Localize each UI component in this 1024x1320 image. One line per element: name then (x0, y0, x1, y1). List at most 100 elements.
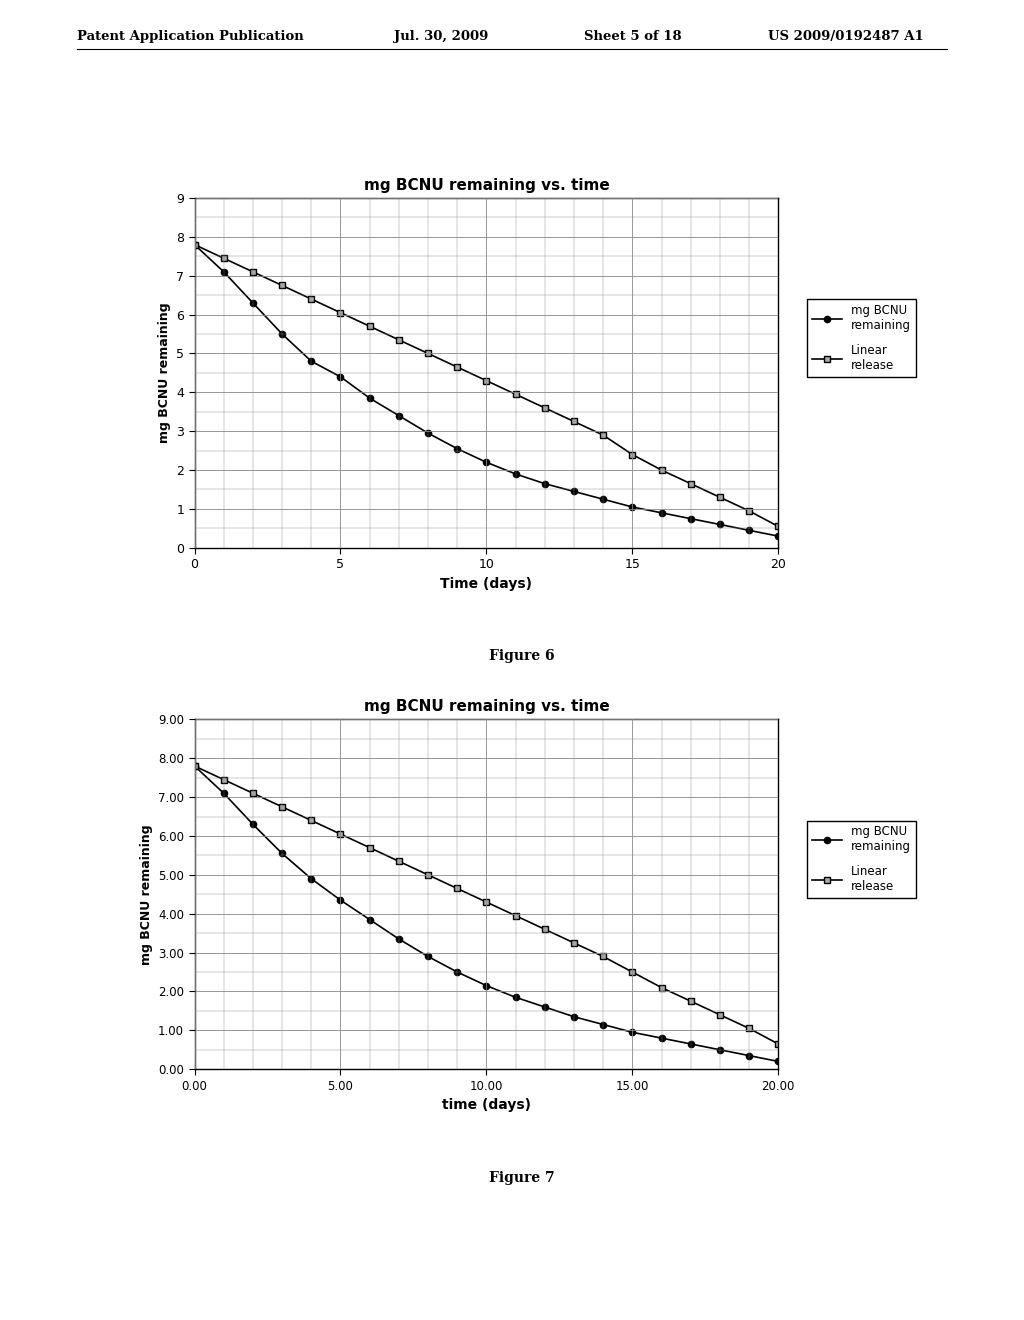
Linear
release (452, 359, 464, 375)
mg BCNU
remaining (364, 912, 376, 928)
mg BCNU
remaining (393, 931, 406, 946)
Text: US 2009/0192487 A1: US 2009/0192487 A1 (768, 30, 924, 44)
mg BCNU
remaining (364, 391, 376, 407)
Text: Figure 6: Figure 6 (489, 649, 555, 664)
mg BCNU
remaining (247, 294, 259, 310)
mg BCNU
remaining (510, 466, 522, 482)
mg BCNU
remaining (422, 949, 434, 965)
mg BCNU
remaining (510, 990, 522, 1006)
Linear
release (480, 372, 493, 388)
mg BCNU
remaining (685, 1036, 697, 1052)
mg BCNU
remaining (539, 475, 551, 491)
mg BCNU
remaining (567, 483, 580, 499)
mg BCNU
remaining (452, 964, 464, 979)
Linear
release (539, 921, 551, 937)
Line: Linear
release: Linear release (191, 242, 781, 529)
mg BCNU
remaining (217, 785, 229, 801)
Linear
release (247, 264, 259, 280)
Linear
release (510, 387, 522, 403)
Linear
release (772, 519, 784, 535)
Linear
release (714, 490, 726, 506)
mg BCNU
remaining (655, 1030, 668, 1045)
Linear
release (422, 346, 434, 362)
mg BCNU
remaining (772, 528, 784, 544)
Linear
release (685, 993, 697, 1008)
mg BCNU
remaining (597, 491, 609, 507)
Linear
release (188, 758, 201, 774)
Legend: mg BCNU
remaining, Linear
release: mg BCNU remaining, Linear release (808, 821, 915, 898)
X-axis label: time (days): time (days) (442, 1098, 530, 1113)
Linear
release (714, 1007, 726, 1023)
Title: mg BCNU remaining vs. time: mg BCNU remaining vs. time (364, 178, 609, 193)
mg BCNU
remaining (276, 846, 289, 862)
Linear
release (393, 853, 406, 869)
mg BCNU
remaining (743, 1048, 756, 1064)
Linear
release (217, 251, 229, 267)
Linear
release (685, 475, 697, 491)
Title: mg BCNU remaining vs. time: mg BCNU remaining vs. time (364, 700, 609, 714)
Linear
release (276, 277, 289, 293)
mg BCNU
remaining (567, 1008, 580, 1024)
Linear
release (276, 799, 289, 814)
Linear
release (305, 813, 317, 829)
Linear
release (364, 318, 376, 334)
Linear
release (743, 1020, 756, 1036)
Linear
release (422, 867, 434, 883)
Text: Sheet 5 of 18: Sheet 5 of 18 (584, 30, 681, 44)
Linear
release (567, 413, 580, 429)
mg BCNU
remaining (655, 504, 668, 520)
Y-axis label: mg BCNU remaining: mg BCNU remaining (139, 824, 153, 965)
Text: Jul. 30, 2009: Jul. 30, 2009 (394, 30, 488, 44)
mg BCNU
remaining (772, 1053, 784, 1069)
Linear
release (334, 826, 346, 842)
Linear
release (627, 446, 639, 462)
Linear
release (772, 1036, 784, 1052)
mg BCNU
remaining (685, 511, 697, 527)
mg BCNU
remaining (627, 499, 639, 515)
mg BCNU
remaining (597, 1016, 609, 1032)
mg BCNU
remaining (539, 999, 551, 1015)
Linear
release (452, 880, 464, 896)
Linear
release (567, 935, 580, 950)
Linear
release (655, 462, 668, 478)
mg BCNU
remaining (334, 368, 346, 384)
mg BCNU
remaining (480, 454, 493, 470)
Legend: mg BCNU
remaining, Linear
release: mg BCNU remaining, Linear release (808, 300, 915, 376)
mg BCNU
remaining (217, 264, 229, 280)
mg BCNU
remaining (452, 441, 464, 457)
Linear
release (334, 305, 346, 321)
mg BCNU
remaining (714, 1041, 726, 1057)
Linear
release (597, 428, 609, 444)
Linear
release (217, 772, 229, 788)
Text: Figure 7: Figure 7 (489, 1171, 555, 1185)
Y-axis label: mg BCNU remaining: mg BCNU remaining (158, 302, 171, 444)
mg BCNU
remaining (305, 871, 317, 887)
Linear
release (393, 331, 406, 347)
Linear
release (480, 894, 493, 909)
Linear
release (597, 949, 609, 965)
mg BCNU
remaining (247, 816, 259, 833)
Line: Linear
release: Linear release (191, 763, 781, 1047)
mg BCNU
remaining (334, 892, 346, 908)
Linear
release (188, 236, 201, 252)
Linear
release (627, 964, 639, 979)
mg BCNU
remaining (276, 326, 289, 342)
mg BCNU
remaining (305, 354, 317, 370)
Text: Patent Application Publication: Patent Application Publication (77, 30, 303, 44)
mg BCNU
remaining (393, 408, 406, 424)
mg BCNU
remaining (422, 425, 434, 441)
mg BCNU
remaining (627, 1024, 639, 1040)
mg BCNU
remaining (188, 758, 201, 774)
Linear
release (364, 840, 376, 855)
Linear
release (510, 908, 522, 924)
Linear
release (247, 785, 259, 801)
Linear
release (539, 400, 551, 416)
Linear
release (305, 292, 317, 308)
mg BCNU
remaining (188, 236, 201, 252)
mg BCNU
remaining (714, 516, 726, 532)
Line: mg BCNU
remaining: mg BCNU remaining (191, 242, 781, 540)
Linear
release (655, 979, 668, 995)
Linear
release (743, 503, 756, 519)
Line: mg BCNU
remaining: mg BCNU remaining (191, 763, 781, 1064)
mg BCNU
remaining (743, 523, 756, 539)
